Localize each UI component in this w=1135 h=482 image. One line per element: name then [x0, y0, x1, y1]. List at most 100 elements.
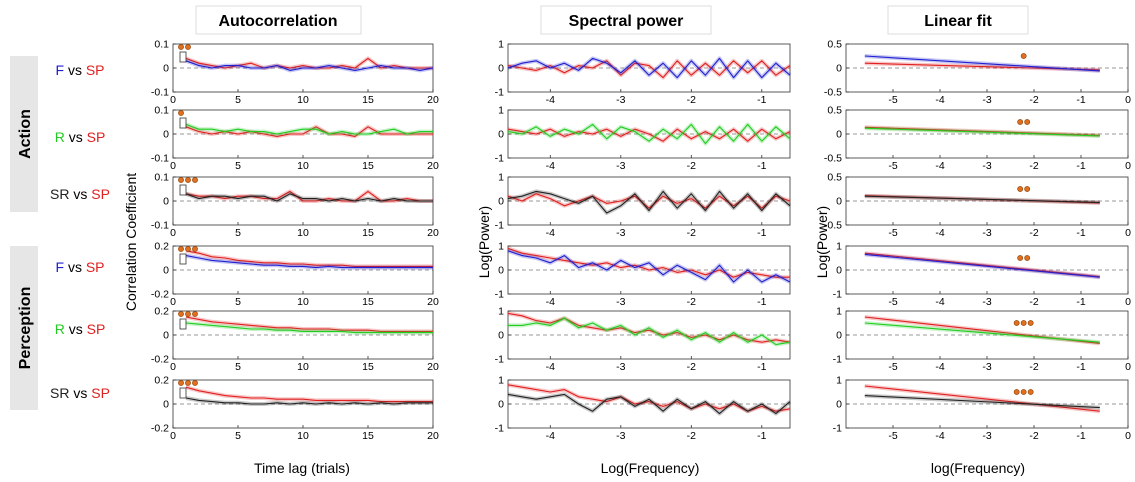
y-tick-label: -1 [495, 153, 504, 165]
y-tick-label: 0.5 [827, 172, 842, 184]
x-tick-label: -1 [1076, 296, 1085, 308]
x-tick-label: 0 [170, 296, 176, 308]
x-label-linear-fit: log(Frequency) [931, 460, 1025, 476]
x-tick-label: -3 [616, 430, 625, 442]
x-tick-label: 20 [427, 94, 439, 106]
x-tick-label: -1 [1076, 160, 1085, 172]
y-tick-label: 0 [163, 63, 169, 75]
significance-marker [1020, 389, 1027, 395]
y-tick-label: 0 [836, 129, 842, 141]
x-tick-label: 10 [297, 430, 309, 442]
x-tick-label: 10 [297, 227, 309, 239]
y-tick-label: 0 [836, 330, 842, 342]
row-labels: F vs SP R vs SP SR vs SP F vs SP R vs SP… [50, 62, 110, 401]
significance-marker [192, 380, 198, 386]
row-label-a: SR [50, 186, 69, 202]
x-tick-label: -5 [888, 94, 897, 106]
x-tick-label: 5 [235, 160, 241, 172]
lag1-marker-box [179, 117, 187, 129]
y-tick-label: 0.5 [827, 105, 842, 117]
y-tick-label: -1 [833, 354, 842, 366]
x-tick-label: -1 [1076, 94, 1085, 106]
y-tick-label: 0.2 [154, 375, 169, 387]
chart-panel: -1 0 1 -4 -3 -2 -1 [495, 306, 791, 373]
group-box-action [10, 56, 38, 212]
group-box-perception [10, 246, 38, 410]
x-tick-label: -3 [616, 94, 625, 106]
y-tick-label: -1 [495, 289, 504, 301]
row-label: SR vs SP [50, 186, 110, 202]
series-line [185, 322, 433, 334]
x-tick-label: 5 [235, 361, 241, 373]
series-line [185, 397, 433, 405]
y-tick-label: 0 [163, 265, 169, 277]
chart-panel: -1 0 1 -4 -3 -2 -1 [495, 375, 792, 442]
x-tick-label: -4 [935, 430, 944, 442]
x-tick-label: 0 [170, 227, 176, 239]
chart-panel: -0.100.10 5 10 15 20 [151, 172, 439, 240]
row-label: F vs SP [55, 62, 104, 78]
chart-panel: -1 0 1 -4 -3 -2 -1 [495, 105, 792, 172]
row-label-a: R [55, 129, 65, 145]
x-tick-label: -3 [982, 94, 991, 106]
y-tick-label: -0.5 [824, 87, 842, 99]
y-tick-label: -0.2 [151, 354, 169, 366]
row-label: F vs SP [55, 259, 104, 275]
lag1-marker-box [179, 387, 187, 399]
y-tick-label: 0.2 [154, 241, 169, 253]
y-tick-label: 0.1 [154, 172, 169, 184]
row-label-vs: vs [68, 62, 82, 78]
x-tick-label: 0 [1125, 227, 1131, 239]
x-tick-label: 20 [427, 361, 439, 373]
row-label: SR vs SP [50, 385, 110, 401]
series-line [864, 253, 1100, 278]
series-line [507, 123, 791, 145]
x-tick-label: -1 [757, 361, 766, 373]
x-tick-label: -4 [546, 430, 555, 442]
significance-marker [185, 246, 191, 252]
y-tick-label: 0 [498, 265, 504, 277]
x-tick-label: -4 [546, 94, 555, 106]
x-tick-label: 0 [1125, 430, 1131, 442]
y-tick-label: -1 [833, 423, 842, 435]
significance-marker [1017, 119, 1024, 125]
y-tick-label: 0 [836, 196, 842, 208]
significance-marker [178, 311, 184, 317]
x-tick-label: -1 [1076, 227, 1085, 239]
x-tick-label: -1 [757, 160, 766, 172]
x-tick-label: -2 [687, 94, 696, 106]
column-titles: Autocorrelation Spectral power Linear fi… [195, 5, 1029, 35]
x-tick-label: -3 [616, 227, 625, 239]
series-line [864, 127, 1100, 137]
x-tick-label: -2 [687, 430, 696, 442]
row-label: R vs SP [55, 129, 106, 145]
significance-marker [1024, 119, 1031, 125]
x-tick-label: -4 [935, 227, 944, 239]
row-label-vs: vs [68, 259, 82, 275]
y-tick-label: 0 [498, 129, 504, 141]
x-tick-label: 15 [362, 160, 374, 172]
series-line [185, 316, 433, 332]
row-label-b: SP [91, 186, 110, 202]
significance-marker [178, 246, 184, 252]
x-tick-label: 15 [362, 94, 374, 106]
chart-panel: -0.200.20 5 10 15 20 [151, 241, 439, 309]
y-tick-label: 1 [498, 105, 504, 117]
x-tick-label: -4 [546, 296, 555, 308]
x-tick-label: 15 [362, 296, 374, 308]
series-line [507, 128, 791, 142]
x-tick-label: -4 [546, 227, 555, 239]
x-tick-label: -4 [935, 94, 944, 106]
series-line [507, 193, 791, 209]
significance-marker [185, 311, 191, 317]
chart-panel: -0.200.20 5 10 15 20 [151, 375, 439, 443]
y-tick-label: 0.2 [154, 306, 169, 318]
y-tick-label: 0 [498, 399, 504, 411]
x-tick-label: -2 [1029, 160, 1038, 172]
y-tick-label: 0 [498, 196, 504, 208]
x-tick-label: -1 [757, 430, 766, 442]
y-tick-label: -0.1 [151, 220, 169, 232]
significance-marker [178, 380, 184, 386]
row-label-vs: vs [69, 321, 83, 337]
